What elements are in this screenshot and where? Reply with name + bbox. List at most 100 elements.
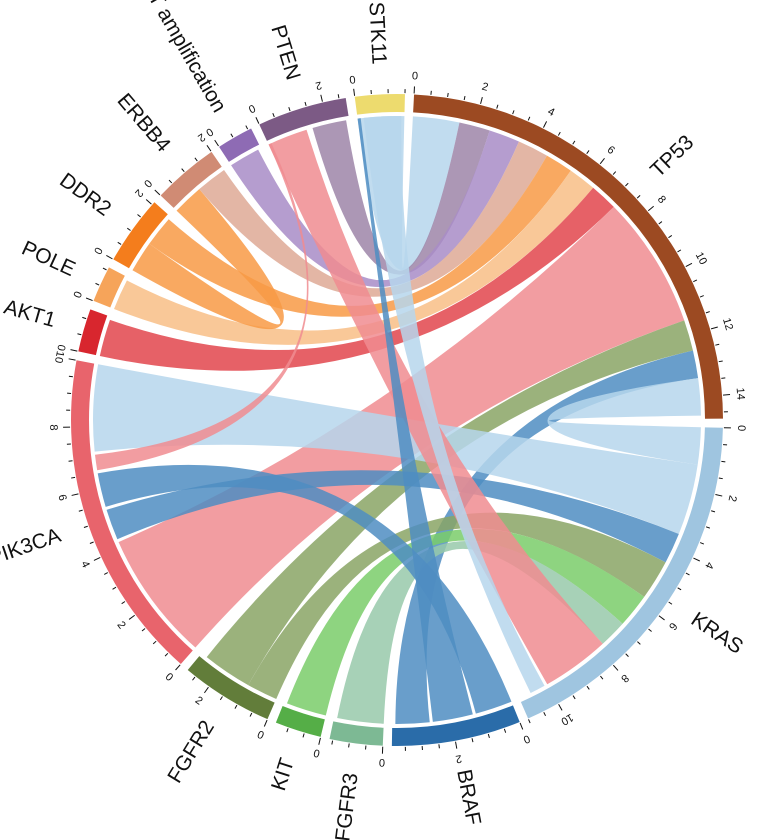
ribbon-tp53-kras	[547, 378, 701, 465]
segment-label-akt1: AKT1	[1, 295, 58, 332]
segment-label-kras: KRAS	[687, 608, 747, 659]
tick-pik3ca	[68, 375, 73, 378]
tick-tp53	[723, 394, 731, 396]
tick-pten	[272, 112, 275, 118]
tick-label-cmet-amplification: 0	[203, 125, 215, 138]
tick-cmet-amplification	[214, 139, 219, 147]
ribbon-tp53-cmet-amplification	[231, 130, 519, 287]
ribbon-tp53-akt1	[99, 187, 614, 371]
tick-fgfr2	[204, 686, 209, 694]
tick-pik3ca	[71, 493, 79, 496]
tick-tp53	[677, 249, 682, 253]
tick-tp53	[572, 140, 576, 145]
tick-pik3ca	[103, 572, 108, 575]
tick-kit	[286, 728, 289, 733]
tick-pik3ca	[68, 358, 76, 361]
tick-label-ddr2: 2	[132, 187, 145, 200]
tick-kras	[668, 601, 673, 605]
segment-arc-erbb4	[160, 151, 222, 208]
tick-akt1	[70, 349, 78, 352]
tick-label-stk11: 0	[349, 73, 357, 86]
ribbon-tp53-fgfr2	[206, 320, 693, 686]
tick-tp53	[705, 311, 710, 314]
tick-label-fgfr3: 0	[379, 757, 386, 769]
tick-tp53	[647, 205, 654, 212]
tick-pik3ca	[128, 614, 135, 620]
ribbon-tp53-pole	[114, 170, 594, 345]
tick-label-fgfr2: 2	[193, 694, 205, 707]
segment-arc-fgfr2	[187, 656, 275, 720]
segment-arcs	[70, 93, 723, 746]
tick-pik3ca	[93, 557, 101, 561]
tick-label-pik3ca: 10	[52, 350, 66, 364]
tick-pik3ca	[112, 586, 117, 590]
tick-label-tp53: 4	[546, 106, 557, 119]
tick-kras	[711, 510, 716, 513]
tick-label-tp53: 0	[412, 70, 419, 82]
tick-fgfr2	[263, 719, 268, 727]
segment-arc-kit	[275, 705, 325, 737]
tick-label-tp53: 8	[655, 194, 668, 206]
segment-arc-kras	[520, 427, 723, 719]
tick-label-kras: 2	[726, 494, 739, 503]
tick-fgfr2	[249, 712, 253, 717]
tick-ddr2	[117, 241, 122, 245]
tick-pik3ca	[175, 664, 181, 671]
tick-label-kras: 6	[666, 620, 679, 632]
tick-braf	[519, 722, 524, 730]
tick-label-fgfr2: 0	[255, 729, 265, 742]
tick-pik3ca	[71, 476, 76, 479]
tick-label-kras: 8	[618, 671, 631, 684]
tick-kras	[543, 711, 547, 717]
tick-label-tp53: 14	[734, 387, 747, 400]
tick-label-kit: 0	[312, 748, 321, 761]
tick-tp53	[685, 262, 693, 268]
ribbon-tp53-ddr2	[149, 155, 571, 317]
tick-kras	[677, 587, 682, 591]
tick-kras	[705, 526, 711, 529]
ribbon-tp53-erbb4	[199, 141, 547, 297]
tick-erbb4	[194, 157, 198, 162]
tick-kras	[658, 615, 665, 621]
tick-kit	[318, 737, 321, 745]
tick-label-braf: 2	[455, 752, 463, 765]
tick-kras	[528, 719, 531, 724]
tick-ddr2	[145, 199, 152, 205]
tick-kras	[612, 664, 619, 671]
tick-tp53	[721, 377, 726, 379]
tick-braf	[471, 738, 474, 743]
tick-braf	[438, 744, 440, 749]
tick-tp53	[512, 110, 515, 115]
tick-label-kras: 10	[559, 711, 576, 727]
tick-kras	[699, 542, 705, 545]
tick-akt1	[77, 333, 82, 336]
tick-tp53	[699, 295, 704, 298]
tick-braf	[487, 733, 490, 738]
segment-arc-ddr2	[113, 202, 168, 269]
segment-arc-braf	[391, 705, 520, 746]
tick-cmet-amplification	[230, 133, 234, 138]
tick-tp53	[658, 221, 663, 225]
tick-pik3ca	[164, 652, 169, 657]
segment-label-fgfr2: FGFR2	[163, 716, 219, 787]
tick-pik3ca	[83, 525, 88, 528]
tick-pik3ca	[89, 541, 94, 544]
segment-arc-cmet-amplification	[219, 128, 260, 162]
tick-tp53	[557, 131, 561, 136]
tick-pten	[320, 94, 323, 102]
tick-tp53	[527, 116, 531, 121]
segment-arc-pole	[93, 267, 125, 308]
tick-erbb4	[168, 179, 173, 184]
tick-label-pik3ca: 0	[163, 671, 176, 684]
segment-label-stk11: STK11	[364, 1, 390, 65]
tick-kras	[572, 695, 576, 700]
tick-erbb4	[154, 189, 161, 196]
segment-label-braf: BRAF	[452, 768, 485, 827]
segment-label-pten: PTEN	[266, 22, 304, 82]
tick-erbb4	[181, 168, 185, 172]
ribbon-tp53-braf	[395, 350, 699, 724]
tick-label-braf: 0	[521, 732, 531, 745]
tick-stk11	[353, 88, 356, 96]
tick-pik3ca	[152, 640, 157, 645]
segment-label-pik3ca: PIK3CA	[0, 524, 64, 570]
